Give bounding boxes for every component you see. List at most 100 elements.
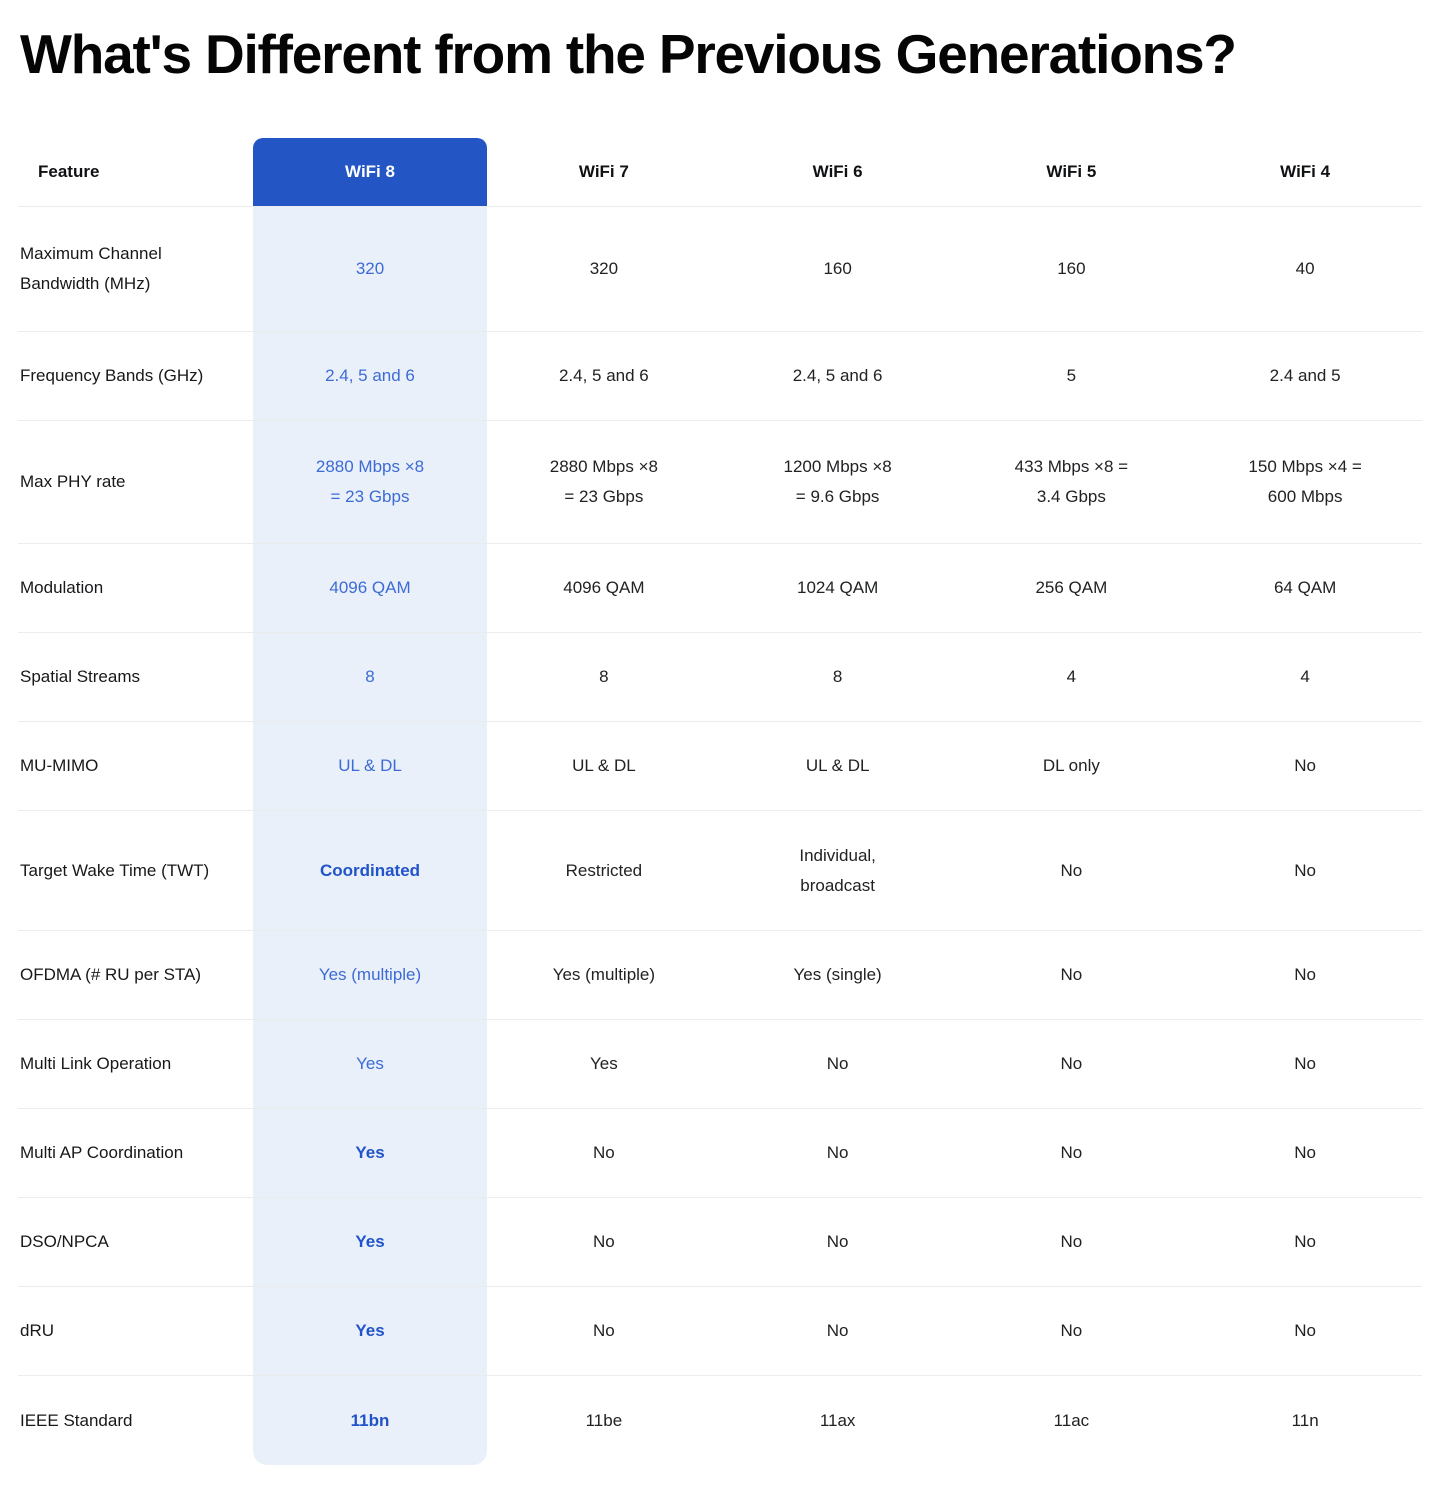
cell-wifi6: No	[826, 1143, 849, 1162]
table-body: Maximum Channel Bandwidth (MHz) 320 320 160…	[18, 207, 1422, 1465]
cell-wifi5: DL only	[1042, 756, 1100, 775]
cell-wifi5: 433 Mbps ×8 = 3.4 Gbps	[1014, 457, 1129, 506]
cell-wifi6: No	[826, 1232, 849, 1251]
cell-feature: Spatial Streams	[20, 667, 140, 686]
cell-feature: DSO/NPCA	[20, 1232, 109, 1251]
cell-wifi8: Yes	[253, 1020, 487, 1108]
cell-feature: Modulation	[20, 578, 104, 597]
cell-wifi5: 5	[1066, 366, 1077, 385]
cell-wifi5: 160	[1057, 259, 1086, 278]
cell-wifi7: Restricted	[565, 860, 643, 880]
cell-feature: Target Wake Time (TWT)	[20, 860, 210, 880]
cell-wifi4: 40	[1295, 259, 1315, 278]
column-header-feature: Feature	[38, 162, 100, 181]
cell-wifi8: Coordinated	[253, 811, 487, 930]
cell-wifi5: 256 QAM	[1035, 578, 1108, 597]
cell-wifi4: 64 QAM	[1273, 578, 1337, 597]
cell-wifi6: No	[826, 1321, 849, 1340]
cell-wifi7: No	[593, 1232, 615, 1251]
cell-wifi7: No	[593, 1321, 615, 1340]
cell-wifi5: 11ac	[1053, 1410, 1090, 1430]
cell-feature: MU-MIMO	[20, 756, 99, 775]
table-row: Spatial Streams 8 8 8 4 4	[18, 633, 1422, 722]
cell-wifi8: Yes	[253, 1198, 487, 1286]
cell-wifi7: UL & DL	[572, 756, 636, 775]
cell-wifi4: 11n	[1291, 1410, 1319, 1430]
cell-wifi4: 4	[1300, 667, 1310, 686]
cell-feature: Multi AP Coordination	[20, 1143, 184, 1162]
page-title: What's Different from the Previous Gener…	[20, 23, 1237, 85]
cell-wifi7: Yes (multiple)	[552, 965, 656, 984]
cell-feature: IEEE Standard	[20, 1410, 133, 1430]
cell-wifi8: Yes	[253, 1287, 487, 1375]
cell-wifi8: 4096 QAM	[253, 544, 487, 632]
cell-feature: Frequency Bands (GHz)	[20, 366, 204, 385]
cell-wifi7: 4096 QAM	[563, 578, 645, 597]
cell-wifi6: 1024 QAM	[796, 578, 879, 597]
cell-wifi7: No	[593, 1143, 615, 1162]
cell-wifi4: No	[1294, 1054, 1316, 1073]
cell-wifi6: 11ax	[819, 1410, 856, 1430]
cell-wifi8: UL & DL	[253, 722, 487, 810]
cell-wifi4: No	[1294, 965, 1316, 984]
cell-feature: Max PHY rate	[20, 472, 126, 491]
table-row: MU-MIMO UL & DL UL & DL UL & DL DL only No	[18, 722, 1422, 811]
table-row: IEEE Standard 11bn 11be 11ax 11ac 11n	[18, 1376, 1422, 1465]
cell-wifi8: 320	[253, 207, 487, 331]
cell-wifi4: No	[1294, 860, 1316, 880]
column-header-wifi8: WiFi 8	[253, 138, 487, 206]
table-row: Multi Link Operation Yes Yes No No No	[18, 1020, 1422, 1109]
cell-wifi7: 320	[589, 259, 619, 278]
cell-wifi6: 160	[823, 259, 852, 278]
cell-feature: Multi Link Operation	[20, 1054, 172, 1073]
table-header-row: Feature WiFi 8 WiFi 7 WiFi 6 WiFi 5 WiFi…	[18, 138, 1422, 207]
cell-feature: OFDMA (# RU per STA)	[20, 965, 202, 984]
cell-wifi4: 150 Mbps ×4 = 600 Mbps	[1248, 457, 1362, 506]
table-row: Target Wake Time (TWT) Coordinated Restric…	[18, 811, 1422, 931]
cell-wifi7: 8	[599, 667, 609, 686]
cell-wifi7: 11be	[585, 1410, 623, 1430]
cell-wifi6: 8	[832, 667, 843, 686]
column-header-wifi5: WiFi 5	[1046, 162, 1097, 181]
cell-wifi8: Yes	[253, 1109, 487, 1197]
cell-wifi4: 2.4 and 5	[1269, 366, 1341, 385]
cell-wifi6: 1200 Mbps ×8 = 9.6 Gbps	[783, 457, 892, 506]
cell-wifi7: Yes	[590, 1054, 618, 1073]
cell-wifi6: 2.4, 5 and 6	[792, 366, 883, 385]
column-header-wifi7: WiFi 7	[578, 162, 629, 181]
column-header-wifi4: WiFi 4	[1280, 162, 1331, 181]
cell-wifi4: No	[1294, 756, 1316, 775]
cell-wifi5: No	[1060, 965, 1083, 984]
cell-wifi8: 11bn	[253, 1376, 487, 1465]
cell-wifi8: Yes (multiple)	[253, 931, 487, 1019]
cell-wifi5: No	[1060, 1321, 1083, 1340]
cell-wifi5: No	[1060, 1143, 1083, 1162]
cell-wifi6: No	[826, 1054, 849, 1073]
table-row: DSO/NPCA Yes No No No No	[18, 1198, 1422, 1287]
cell-wifi6: Yes (single)	[793, 965, 882, 984]
cell-wifi5: No	[1060, 1054, 1083, 1073]
cell-wifi7: 2880 Mbps ×8 = 23 Gbps	[549, 457, 658, 506]
table-row: Maximum Channel Bandwidth (MHz) 320 320 160…	[18, 207, 1422, 332]
table-row: Max PHY rate 2880 Mbps ×8 = 23 Gbps 2880 M…	[18, 421, 1422, 544]
cell-feature: dRU	[20, 1321, 55, 1340]
table-row: Modulation 4096 QAM 4096 QAM 1024 QAM 256 QA…	[18, 544, 1422, 633]
table-row: dRU Yes No No No No	[18, 1287, 1422, 1376]
cell-wifi6: Individual, broadcast	[799, 845, 876, 895]
wifi-generations-comparison-table: Feature WiFi 8 WiFi 7 WiFi 6 WiFi 5 WiFi…	[18, 138, 1422, 1465]
table-row: Frequency Bands (GHz) 2.4, 5 and 6 2.4, 5 …	[18, 332, 1422, 421]
cell-wifi5: No	[1060, 860, 1083, 880]
cell-wifi4: No	[1294, 1143, 1316, 1162]
cell-wifi4: No	[1294, 1232, 1316, 1251]
table-row: Multi AP Coordination Yes No No No No	[18, 1109, 1422, 1198]
table-row: OFDMA (# RU per STA) Yes (multiple) Yes (m…	[18, 931, 1422, 1020]
cell-wifi5: 4	[1066, 667, 1077, 686]
cell-wifi7: 2.4, 5 and 6	[558, 366, 649, 385]
cell-wifi4: No	[1294, 1321, 1316, 1340]
cell-wifi8: 2.4, 5 and 6	[253, 332, 487, 420]
cell-wifi8: 2880 Mbps ×8 = 23 Gbps	[253, 421, 487, 543]
cell-wifi8: 8	[253, 633, 487, 721]
cell-feature: Maximum Channel Bandwidth (MHz)	[20, 244, 162, 293]
cell-wifi5: No	[1060, 1232, 1083, 1251]
